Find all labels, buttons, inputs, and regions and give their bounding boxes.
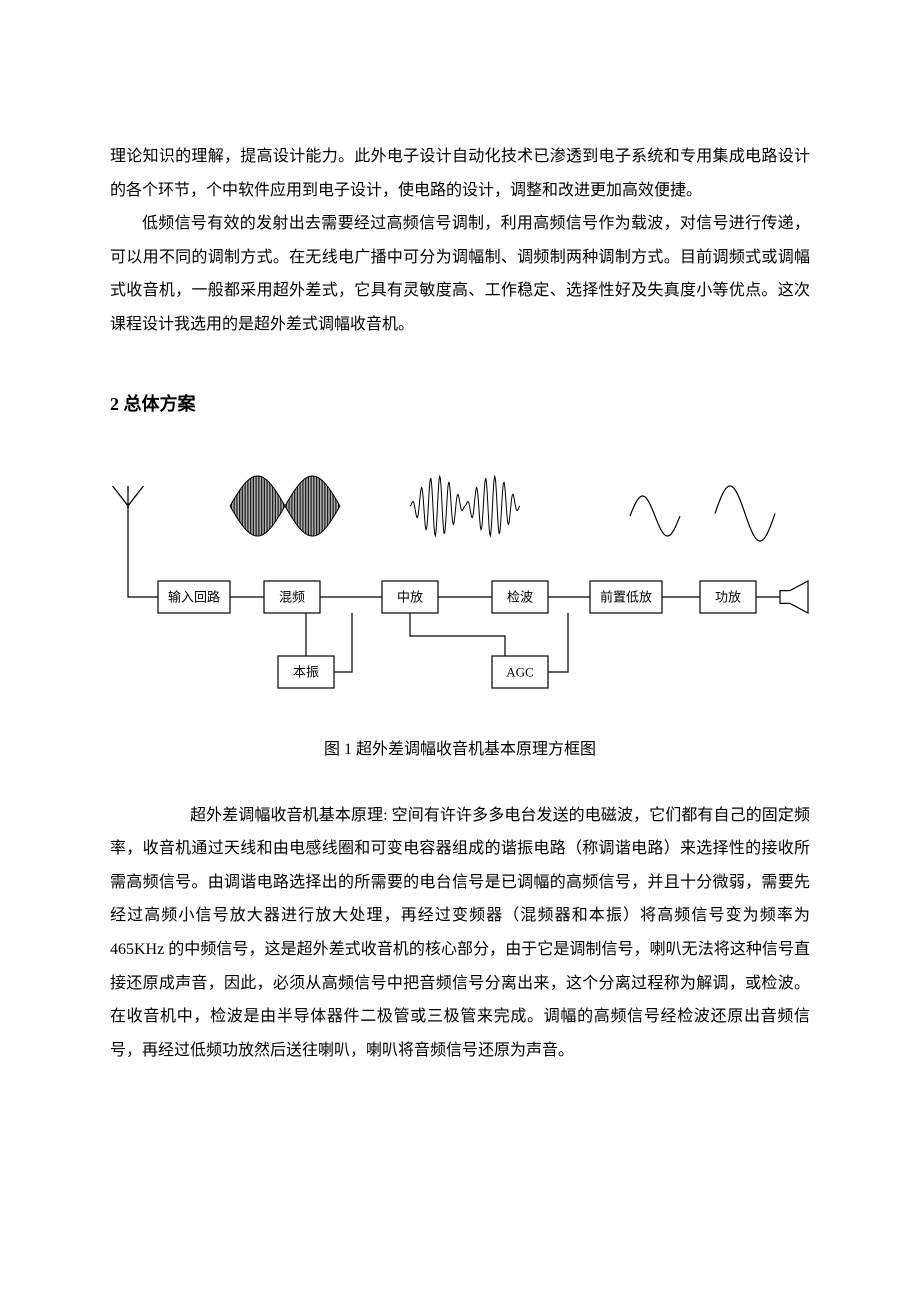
svg-text:检波: 检波: [507, 589, 533, 604]
section-2-body: 超外差调幅收音机基本原理: 空间有许许多多电台发送的电磁波，它们都有自己的固定频…: [110, 799, 810, 1068]
intro-para-1: 理论知识的理解，提高设计能力。此外电子设计自动化技术已渗透到电子系统和专用集成电…: [110, 140, 810, 207]
svg-text:功放: 功放: [715, 589, 741, 604]
svg-text:混频: 混频: [279, 589, 305, 604]
svg-text:中放: 中放: [397, 589, 423, 604]
figure-1-caption: 图 1 超外差调幅收音机基本原理方框图: [110, 735, 810, 759]
section-2-heading: 2 总体方案: [110, 390, 810, 416]
block-diagram-svg: 输入回路 混频 中放 检波 前置低放 功放本振 AGC: [110, 446, 810, 706]
svg-text:前置低放: 前置低放: [600, 589, 652, 604]
block-diagram: 输入回路 混频 中放 检波 前置低放 功放本振 AGC: [110, 446, 810, 711]
intro-para-2: 低频信号有效的发射出去需要经过高频信号调制，利用高频信号作为载波，对信号进行传递…: [110, 207, 810, 341]
document-page: 理论知识的理解，提高设计能力。此外电子设计自动化技术已渗透到电子系统和专用集成电…: [0, 0, 920, 1302]
svg-text:本振: 本振: [293, 664, 319, 679]
svg-text:输入回路: 输入回路: [168, 589, 220, 604]
svg-text:AGC: AGC: [506, 664, 533, 679]
